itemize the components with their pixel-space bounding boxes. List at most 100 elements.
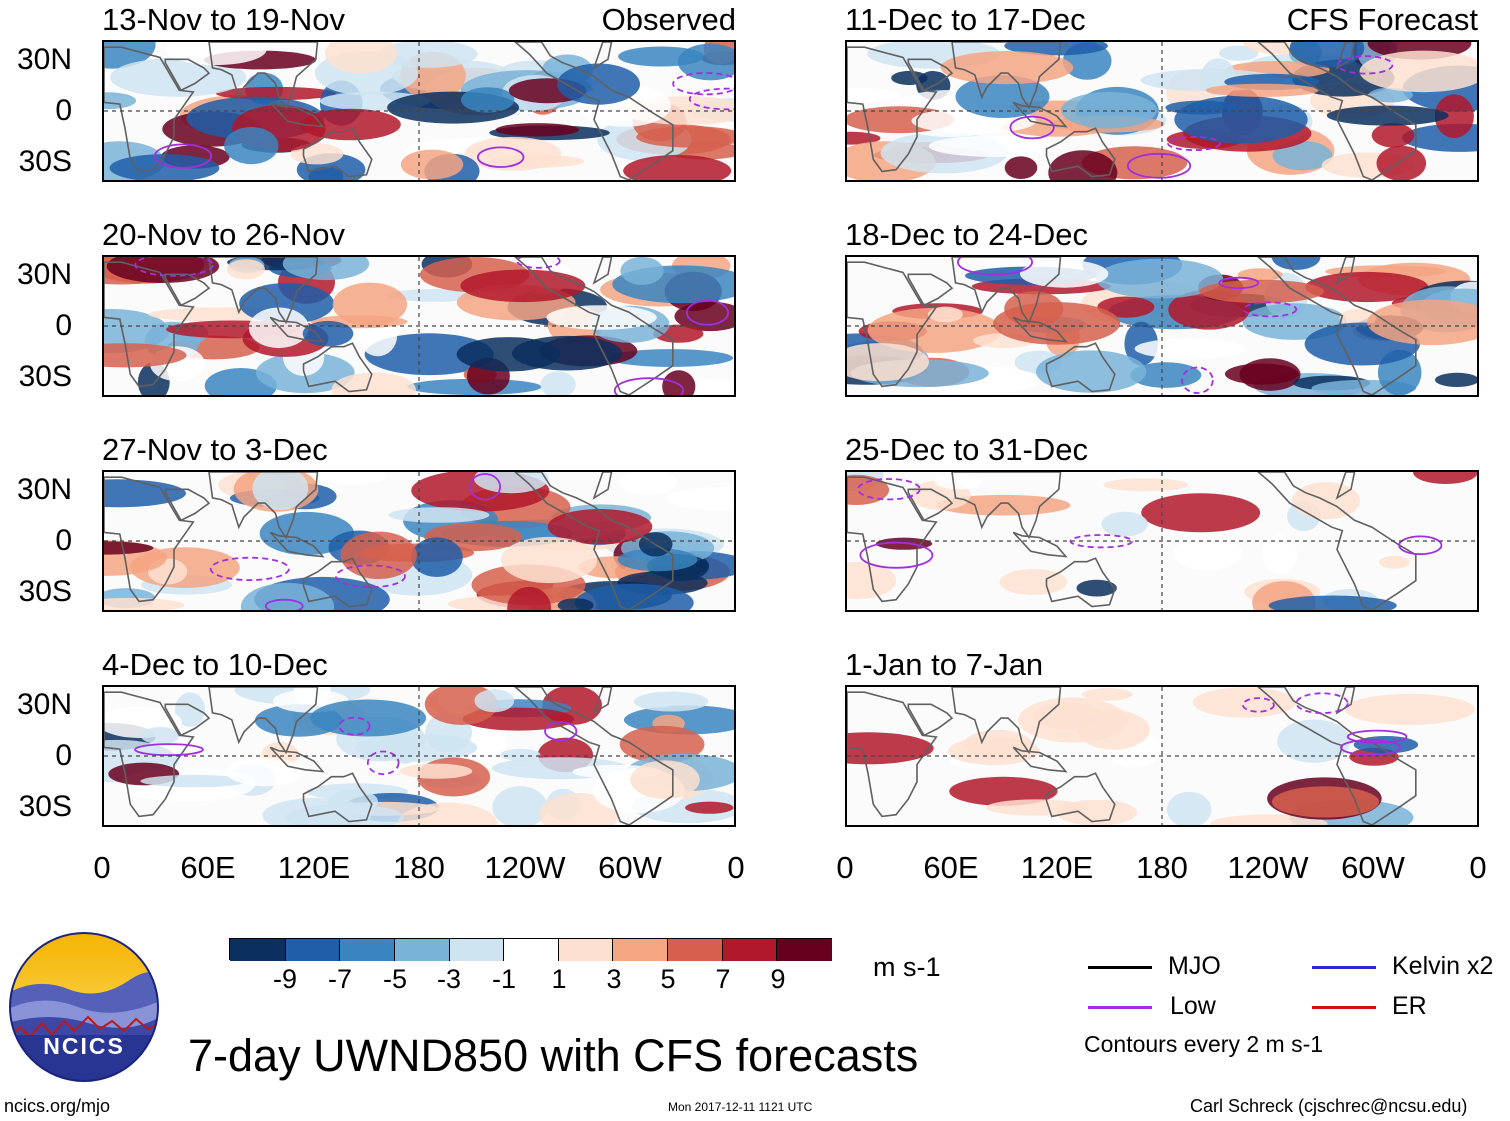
- anomaly-blob: [928, 135, 1062, 157]
- anomaly-blob: [546, 305, 657, 330]
- ncics-logo-icon: [9, 932, 159, 1082]
- low-contour: [1241, 697, 1275, 713]
- map-field: [847, 472, 1477, 610]
- coastline: [208, 257, 319, 325]
- anomaly-blob: [140, 727, 180, 745]
- low-contour: [1167, 136, 1221, 152]
- anomaly-blob: [847, 131, 881, 145]
- coastline: [847, 261, 938, 388]
- anomaly-blob: [388, 507, 490, 523]
- anomaly-blob: [310, 699, 427, 737]
- anomaly-blob: [1271, 786, 1380, 818]
- coastline: [164, 273, 211, 307]
- anomaly-blob: [685, 801, 734, 814]
- colorbar-swatch: [557, 939, 614, 961]
- anomaly-blob: [1224, 363, 1299, 385]
- colorbar-label: 1: [551, 964, 567, 994]
- coastline: [1012, 531, 1068, 558]
- coastline: [1257, 472, 1417, 610]
- colorbar-label: -3: [436, 964, 461, 994]
- anomaly-blob: [1048, 150, 1118, 180]
- coastline: [269, 316, 325, 343]
- coastline: [907, 58, 954, 92]
- colorbar-swatch: [776, 939, 833, 961]
- anomaly-blob: [332, 282, 408, 327]
- anomaly-blob: [311, 472, 387, 485]
- ylab-30s: 30S: [18, 360, 72, 393]
- anomaly-blob: [507, 586, 552, 610]
- coastline: [164, 703, 211, 737]
- coastline: [1257, 257, 1417, 395]
- anomaly-blob: [936, 494, 1071, 516]
- anomaly-blob: [1371, 123, 1415, 148]
- anomaly-blob: [1173, 536, 1242, 571]
- xlab-left-180: 180: [393, 850, 445, 885]
- ylab-eq: 0: [55, 94, 72, 127]
- anomaly-blob: [387, 289, 480, 302]
- low-contour: [153, 143, 213, 169]
- low-contour: [613, 377, 685, 395]
- anomaly-blob: [1271, 257, 1321, 270]
- coastline: [1335, 257, 1356, 285]
- coastline: [1257, 687, 1417, 825]
- footer-timestamp: Mon 2017-12-11 1121 UTC: [668, 1100, 813, 1114]
- low-contour: [1337, 55, 1394, 75]
- anomaly-blob: [1004, 156, 1038, 179]
- anomaly-blob: [677, 43, 734, 81]
- coastline: [847, 691, 938, 818]
- map-field: [847, 42, 1477, 180]
- xlab-right-120e: 120E: [1020, 850, 1094, 885]
- coastline: [514, 472, 674, 610]
- panel-title-6: 25-Dec to 31-Dec: [845, 432, 1088, 467]
- anomaly-blob: [474, 689, 515, 713]
- coastline: [269, 101, 325, 128]
- coastline: [951, 257, 1062, 325]
- low-contour: [859, 541, 934, 569]
- ylab-eq: 0: [55, 739, 72, 772]
- anomaly-blob: [1060, 92, 1157, 129]
- coastline: [269, 531, 325, 558]
- anomaly-blob: [460, 269, 586, 303]
- anomaly-blob: [623, 154, 732, 180]
- coastline: [592, 472, 613, 500]
- low-contour: [366, 750, 400, 776]
- colorbar-swatch: [393, 939, 451, 961]
- anomaly-blob: [1237, 268, 1283, 282]
- anomaly-blob: [847, 87, 901, 103]
- anomaly-blob: [963, 729, 1033, 760]
- coastline: [951, 687, 1062, 755]
- coastline: [592, 42, 613, 70]
- anomaly-blob: [400, 763, 473, 779]
- anomaly-blob: [986, 799, 1086, 816]
- low-contour: [1346, 729, 1408, 744]
- colorbar-swatch: [503, 939, 560, 961]
- low-contour: [686, 299, 730, 326]
- anomaly-blob: [175, 692, 206, 727]
- footer-url: ncics.org/mjo: [4, 1096, 111, 1116]
- anomaly-blob: [1205, 83, 1319, 97]
- coastline: [907, 703, 954, 737]
- anomaly-blob: [248, 307, 309, 349]
- legend-label-er: ER: [1392, 992, 1427, 1020]
- low-contour: [209, 556, 290, 582]
- legend-line-low: [1088, 1006, 1152, 1009]
- coastline: [951, 472, 1062, 540]
- anomaly-blob: [1103, 478, 1188, 492]
- coastline: [907, 273, 954, 307]
- anomaly-blob: [226, 757, 304, 787]
- coastline: [269, 746, 325, 773]
- low-contour: [1295, 692, 1349, 715]
- anomaly-blob: [165, 42, 267, 66]
- anomaly-blob: [104, 42, 156, 69]
- anomaly-blob: [619, 725, 705, 764]
- anomaly-blob: [574, 583, 694, 610]
- coastline: [164, 58, 211, 92]
- colorbar-swatch: [230, 939, 286, 961]
- anomaly-blob: [364, 333, 494, 376]
- ylab-30n: 30N: [16, 688, 72, 721]
- map-field: [847, 687, 1477, 825]
- anomaly-blob: [500, 748, 541, 761]
- panel-title-2: 11-Dec to 17-Dec: [845, 2, 1086, 37]
- map-field: [104, 42, 734, 180]
- low-contour: [1340, 739, 1401, 756]
